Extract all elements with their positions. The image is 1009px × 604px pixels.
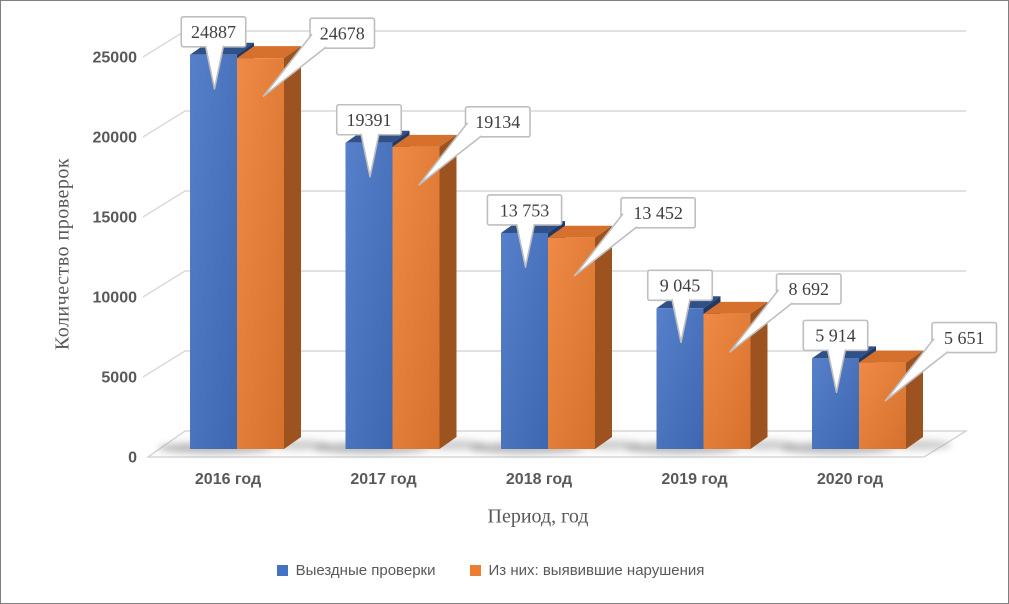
gridline (142, 110, 966, 138)
bar-blue-front (190, 54, 237, 450)
gridline (142, 190, 966, 218)
bar-group-2016 (190, 42, 301, 450)
callout-orange-2019: 8 692 (729, 273, 842, 353)
bar-orange-front (548, 237, 595, 449)
callout-orange-2016-box (309, 17, 376, 49)
bar-orange-top (859, 350, 923, 363)
legend-swatch-blue-icon (276, 565, 288, 576)
callout-orange-2020-pointer (884, 338, 949, 402)
y-tick-label: 25000 (93, 50, 138, 67)
bar-orange-front (237, 58, 284, 449)
x-category-labels: 2016 год 2017 год 2018 год 2019 год 2020 год (195, 471, 883, 488)
legend-label-series-1: Выездные проверки (295, 562, 436, 579)
x-category-label: 2017 год (350, 471, 416, 488)
callout-orange-2019-text: 8 692 (789, 279, 830, 299)
bar-group-2017 (345, 130, 457, 449)
x-axis-title: Период, год (487, 505, 589, 528)
callout-blue-2017-text: 19391 (347, 110, 392, 130)
bar-orange-top (703, 301, 768, 314)
bar-orange-top (392, 134, 457, 147)
legend: Выездные проверки Из них: выявившие нару… (1, 562, 980, 579)
legend-item-series-1: Выездные проверки (276, 562, 436, 579)
callout-blue-2017: 19391 (335, 103, 403, 178)
legend-swatch-orange-icon (469, 565, 481, 576)
callout-orange-2019-pointer (729, 289, 793, 353)
callout-orange-2016-text: 24678 (320, 23, 365, 43)
bar-group-2020 (812, 346, 923, 449)
callout-blue-2016: 24887 (180, 16, 247, 90)
callout-orange-2018: 13 452 (573, 196, 696, 277)
callout-blue-2020: 5 914 (802, 319, 869, 394)
callout-blue-2017-pointer (360, 133, 380, 178)
bar-blue-front (345, 142, 393, 449)
bar-orange-top (237, 46, 301, 59)
bar-orange-side (595, 225, 612, 449)
bar-blue-front (501, 232, 548, 449)
callout-blue-2019-text: 9 045 (660, 276, 701, 296)
callout-orange-2020-text: 5 651 (944, 328, 985, 348)
legend-label-series-2: Из них: выявившие нарушения (488, 562, 705, 579)
callout-orange-2019-box (775, 273, 842, 305)
callout-orange-2017-box (464, 106, 531, 138)
callout-orange-2016-pointer (262, 33, 327, 97)
y-tick-label: 0 (128, 450, 137, 467)
y-tick-label: 5000 (101, 370, 137, 387)
callout-orange-2018-text: 13 452 (633, 203, 683, 223)
callout-blue-2020-text: 5 914 (815, 326, 856, 346)
callout-orange-2016: 24678 (262, 17, 376, 97)
callout-orange-2018-box (620, 196, 696, 229)
bar-group-2019 (656, 296, 768, 449)
legend-item-series-2: Из них: выявившие нарушения (469, 562, 705, 579)
callout-blue-2016-text: 24887 (191, 22, 236, 42)
callout-orange-2020-box (931, 321, 998, 354)
callout-orange-2018-pointer (573, 213, 638, 277)
callout-orange-2017-text: 19134 (475, 112, 520, 132)
x-category-label: 2019 год (661, 471, 727, 488)
callout-orange-2017: 19134 (418, 106, 531, 186)
x-category-label: 2016 год (195, 471, 261, 488)
bar-orange-side (439, 134, 457, 449)
bar-orange-front (392, 146, 440, 449)
bar-orange-front (859, 362, 906, 449)
callout-orange-2020: 5 651 (884, 321, 998, 402)
bar-orange-top (548, 225, 612, 238)
y-axis-title: Количество проверок (51, 157, 74, 351)
callout-blue-2018-pointer (515, 223, 536, 268)
y-tick-label: 10000 (93, 290, 138, 307)
bar-orange-side (284, 46, 301, 449)
y-tick-label: 20000 (93, 130, 138, 147)
callout-blue-2020-pointer (826, 349, 847, 394)
x-category-label: 2018 год (506, 471, 572, 488)
y-tick-label: 15000 (93, 210, 138, 227)
y-tick-labels: 0 5000 10000 15000 20000 25000 (93, 50, 138, 467)
bar-orange-side (750, 301, 768, 449)
callout-blue-2018-text: 13 753 (500, 200, 550, 220)
callout-blue-2019-pointer (671, 299, 691, 344)
callout-blue-2018: 13 753 (486, 194, 563, 268)
callout-blue-2016-pointer (204, 45, 225, 90)
x-category-label: 2020 год (817, 471, 883, 488)
callout-orange-2017-pointer (418, 122, 482, 186)
callout-blue-2019: 9 045 (646, 269, 714, 344)
